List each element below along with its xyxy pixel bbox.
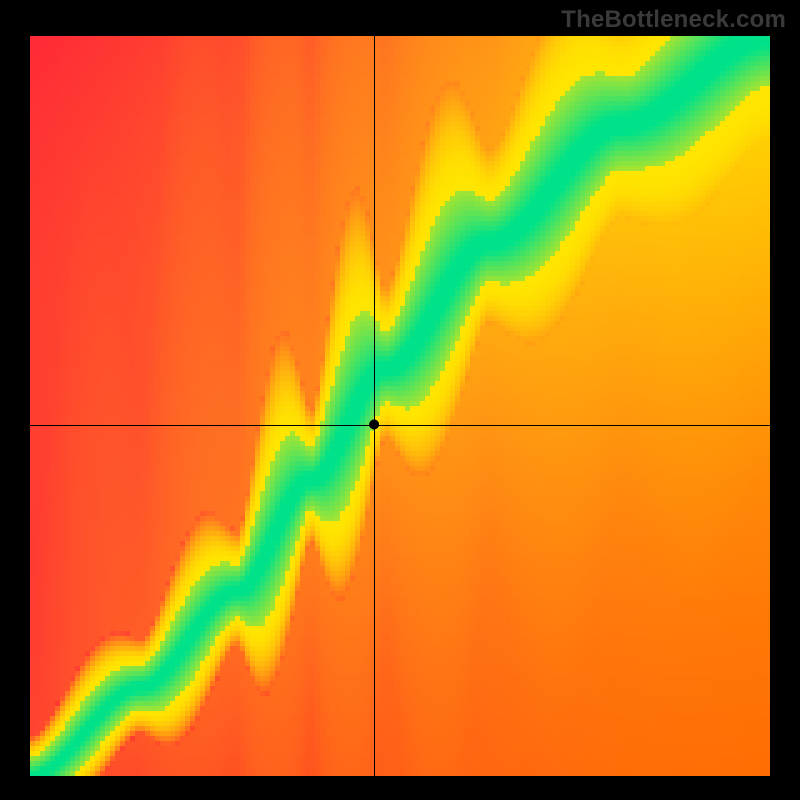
chart-frame: TheBottleneck.com [0,0,800,800]
watermark-label: TheBottleneck.com [561,6,786,34]
crosshair-overlay [30,36,770,776]
plot-area [30,36,770,776]
